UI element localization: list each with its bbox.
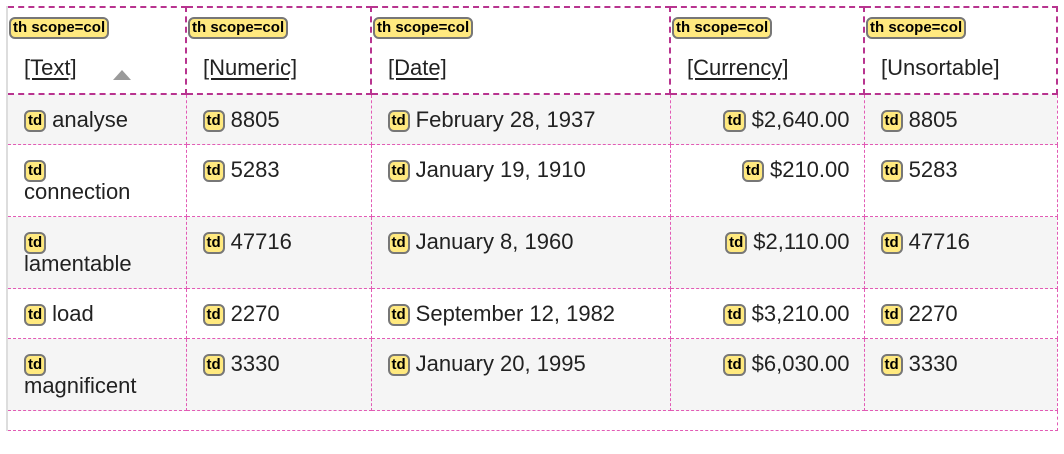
cell-value: 2270	[908, 301, 958, 326]
header-label[interactable]: [Currency]	[687, 55, 789, 80]
cell-text: td analyse	[6, 93, 187, 145]
cell-text: td connection	[6, 144, 187, 217]
cell-numeric: td 5283	[185, 144, 372, 217]
cell-value: $2,110.00	[753, 229, 850, 254]
td-badge: td	[202, 304, 225, 326]
cell-value: 5283	[230, 157, 280, 182]
cell-value: 47716	[230, 229, 292, 254]
header-label[interactable]: [Text]	[24, 55, 77, 80]
table-row: td analyse td 8805 td February 28, 1937 td $…	[6, 93, 1058, 145]
next-row-partial	[6, 410, 1058, 431]
cell-currency: td $210.00	[669, 144, 865, 217]
td-badge: td	[880, 304, 903, 326]
cell-date: td January 20, 1995	[370, 338, 671, 411]
table-row: td load td 2270 td September 12, 1982 td $3,…	[6, 288, 1058, 339]
cell-value: load	[52, 301, 94, 326]
cell-value: 5283	[908, 157, 958, 182]
td-badge: td	[387, 232, 410, 254]
cell-numeric: td 47716	[185, 216, 372, 289]
sortable-table: th scope=col [Text] th scope=col [Numeric]…	[6, 6, 1058, 431]
td-badge: td	[880, 160, 903, 182]
cell-value: January 20, 1995	[415, 351, 586, 376]
cell-date: td January 19, 1910	[370, 144, 671, 217]
th-badge: th scope=col	[373, 17, 474, 39]
cell-value: analyse	[52, 107, 129, 132]
cell-value: January 19, 1910	[415, 157, 586, 182]
cell-value: connection	[24, 179, 131, 204]
cell-currency: td $2,640.00	[669, 93, 865, 145]
table-row	[6, 410, 1058, 431]
td-badge: td	[880, 354, 903, 376]
cell-text: td load	[6, 288, 187, 339]
th-badge: th scope=col	[9, 17, 110, 39]
cell-value: 3330	[230, 351, 280, 376]
cell-value: 8805	[908, 107, 958, 132]
cell-currency: td $2,110.00	[669, 216, 865, 289]
cell-value: 47716	[908, 229, 970, 254]
td-badge: td	[741, 160, 764, 182]
cell-numeric: td 8805	[185, 93, 372, 145]
td-badge: td	[723, 354, 746, 376]
td-badge: td	[880, 110, 903, 132]
td-badge: td	[202, 110, 225, 132]
cell-date: td September 12, 1982	[370, 288, 671, 339]
td-badge: td	[202, 232, 225, 254]
cell-numeric: td 2270	[185, 288, 372, 339]
cell-unsortable: td 5283	[863, 144, 1058, 217]
cell-currency: td $6,030.00	[669, 338, 865, 411]
table-row: td lamentable td 47716 td January 8, 1960 t…	[6, 216, 1058, 289]
cell-currency: td $3,210.00	[669, 288, 865, 339]
cell-numeric: td 3330	[185, 338, 372, 411]
td-badge: td	[723, 304, 746, 326]
th-badge: th scope=col	[672, 17, 773, 39]
td-badge: td	[24, 304, 47, 326]
header-label[interactable]: [Numeric]	[203, 55, 298, 80]
header-label: [Unsortable]	[881, 55, 1000, 80]
td-badge: td	[387, 354, 410, 376]
cell-unsortable: td 3330	[863, 338, 1058, 411]
cell-value: September 12, 1982	[415, 301, 616, 326]
header-row: th scope=col [Text] th scope=col [Numeric]…	[6, 6, 1058, 95]
td-badge: td	[202, 354, 225, 376]
cell-value: $210.00	[769, 157, 850, 182]
cell-value: February 28, 1937	[415, 107, 596, 132]
td-badge: td	[202, 160, 225, 182]
header-label[interactable]: [Date]	[388, 55, 447, 80]
td-badge: td	[387, 304, 410, 326]
cell-value: $6,030.00	[751, 351, 850, 376]
header-text[interactable]: th scope=col [Text]	[6, 6, 187, 95]
cell-value: magnificent	[24, 373, 137, 398]
cell-unsortable: td 8805	[863, 93, 1058, 145]
header-currency[interactable]: th scope=col [Currency]	[669, 6, 865, 95]
header-date[interactable]: th scope=col [Date]	[370, 6, 671, 95]
cell-value: 3330	[908, 351, 958, 376]
cell-date: td January 8, 1960	[370, 216, 671, 289]
td-badge: td	[880, 232, 903, 254]
td-badge: td	[387, 160, 410, 182]
td-badge: td	[24, 110, 47, 132]
cell-unsortable: td 47716	[863, 216, 1058, 289]
td-badge: td	[387, 110, 410, 132]
table-row: td connection td 5283 td January 19, 1910 t…	[6, 144, 1058, 217]
table-row: td magnificent td 3330 td January 20, 1995 …	[6, 338, 1058, 411]
cell-value: lamentable	[24, 251, 132, 276]
header-numeric[interactable]: th scope=col [Numeric]	[185, 6, 372, 95]
cell-value: 8805	[230, 107, 280, 132]
cell-value: $2,640.00	[751, 107, 850, 132]
td-badge: td	[725, 232, 748, 254]
cell-text: td lamentable	[6, 216, 187, 289]
th-badge: th scope=col	[866, 17, 967, 39]
cell-unsortable: td 2270	[863, 288, 1058, 339]
cell-text: td magnificent	[6, 338, 187, 411]
th-badge: th scope=col	[188, 17, 289, 39]
td-badge: td	[723, 110, 746, 132]
header-unsortable: th scope=col [Unsortable]	[863, 6, 1058, 95]
sort-ascending-icon	[113, 70, 131, 80]
cell-value: January 8, 1960	[415, 229, 574, 254]
cell-date: td February 28, 1937	[370, 93, 671, 145]
cell-value: 2270	[230, 301, 280, 326]
cell-value: $3,210.00	[751, 301, 850, 326]
